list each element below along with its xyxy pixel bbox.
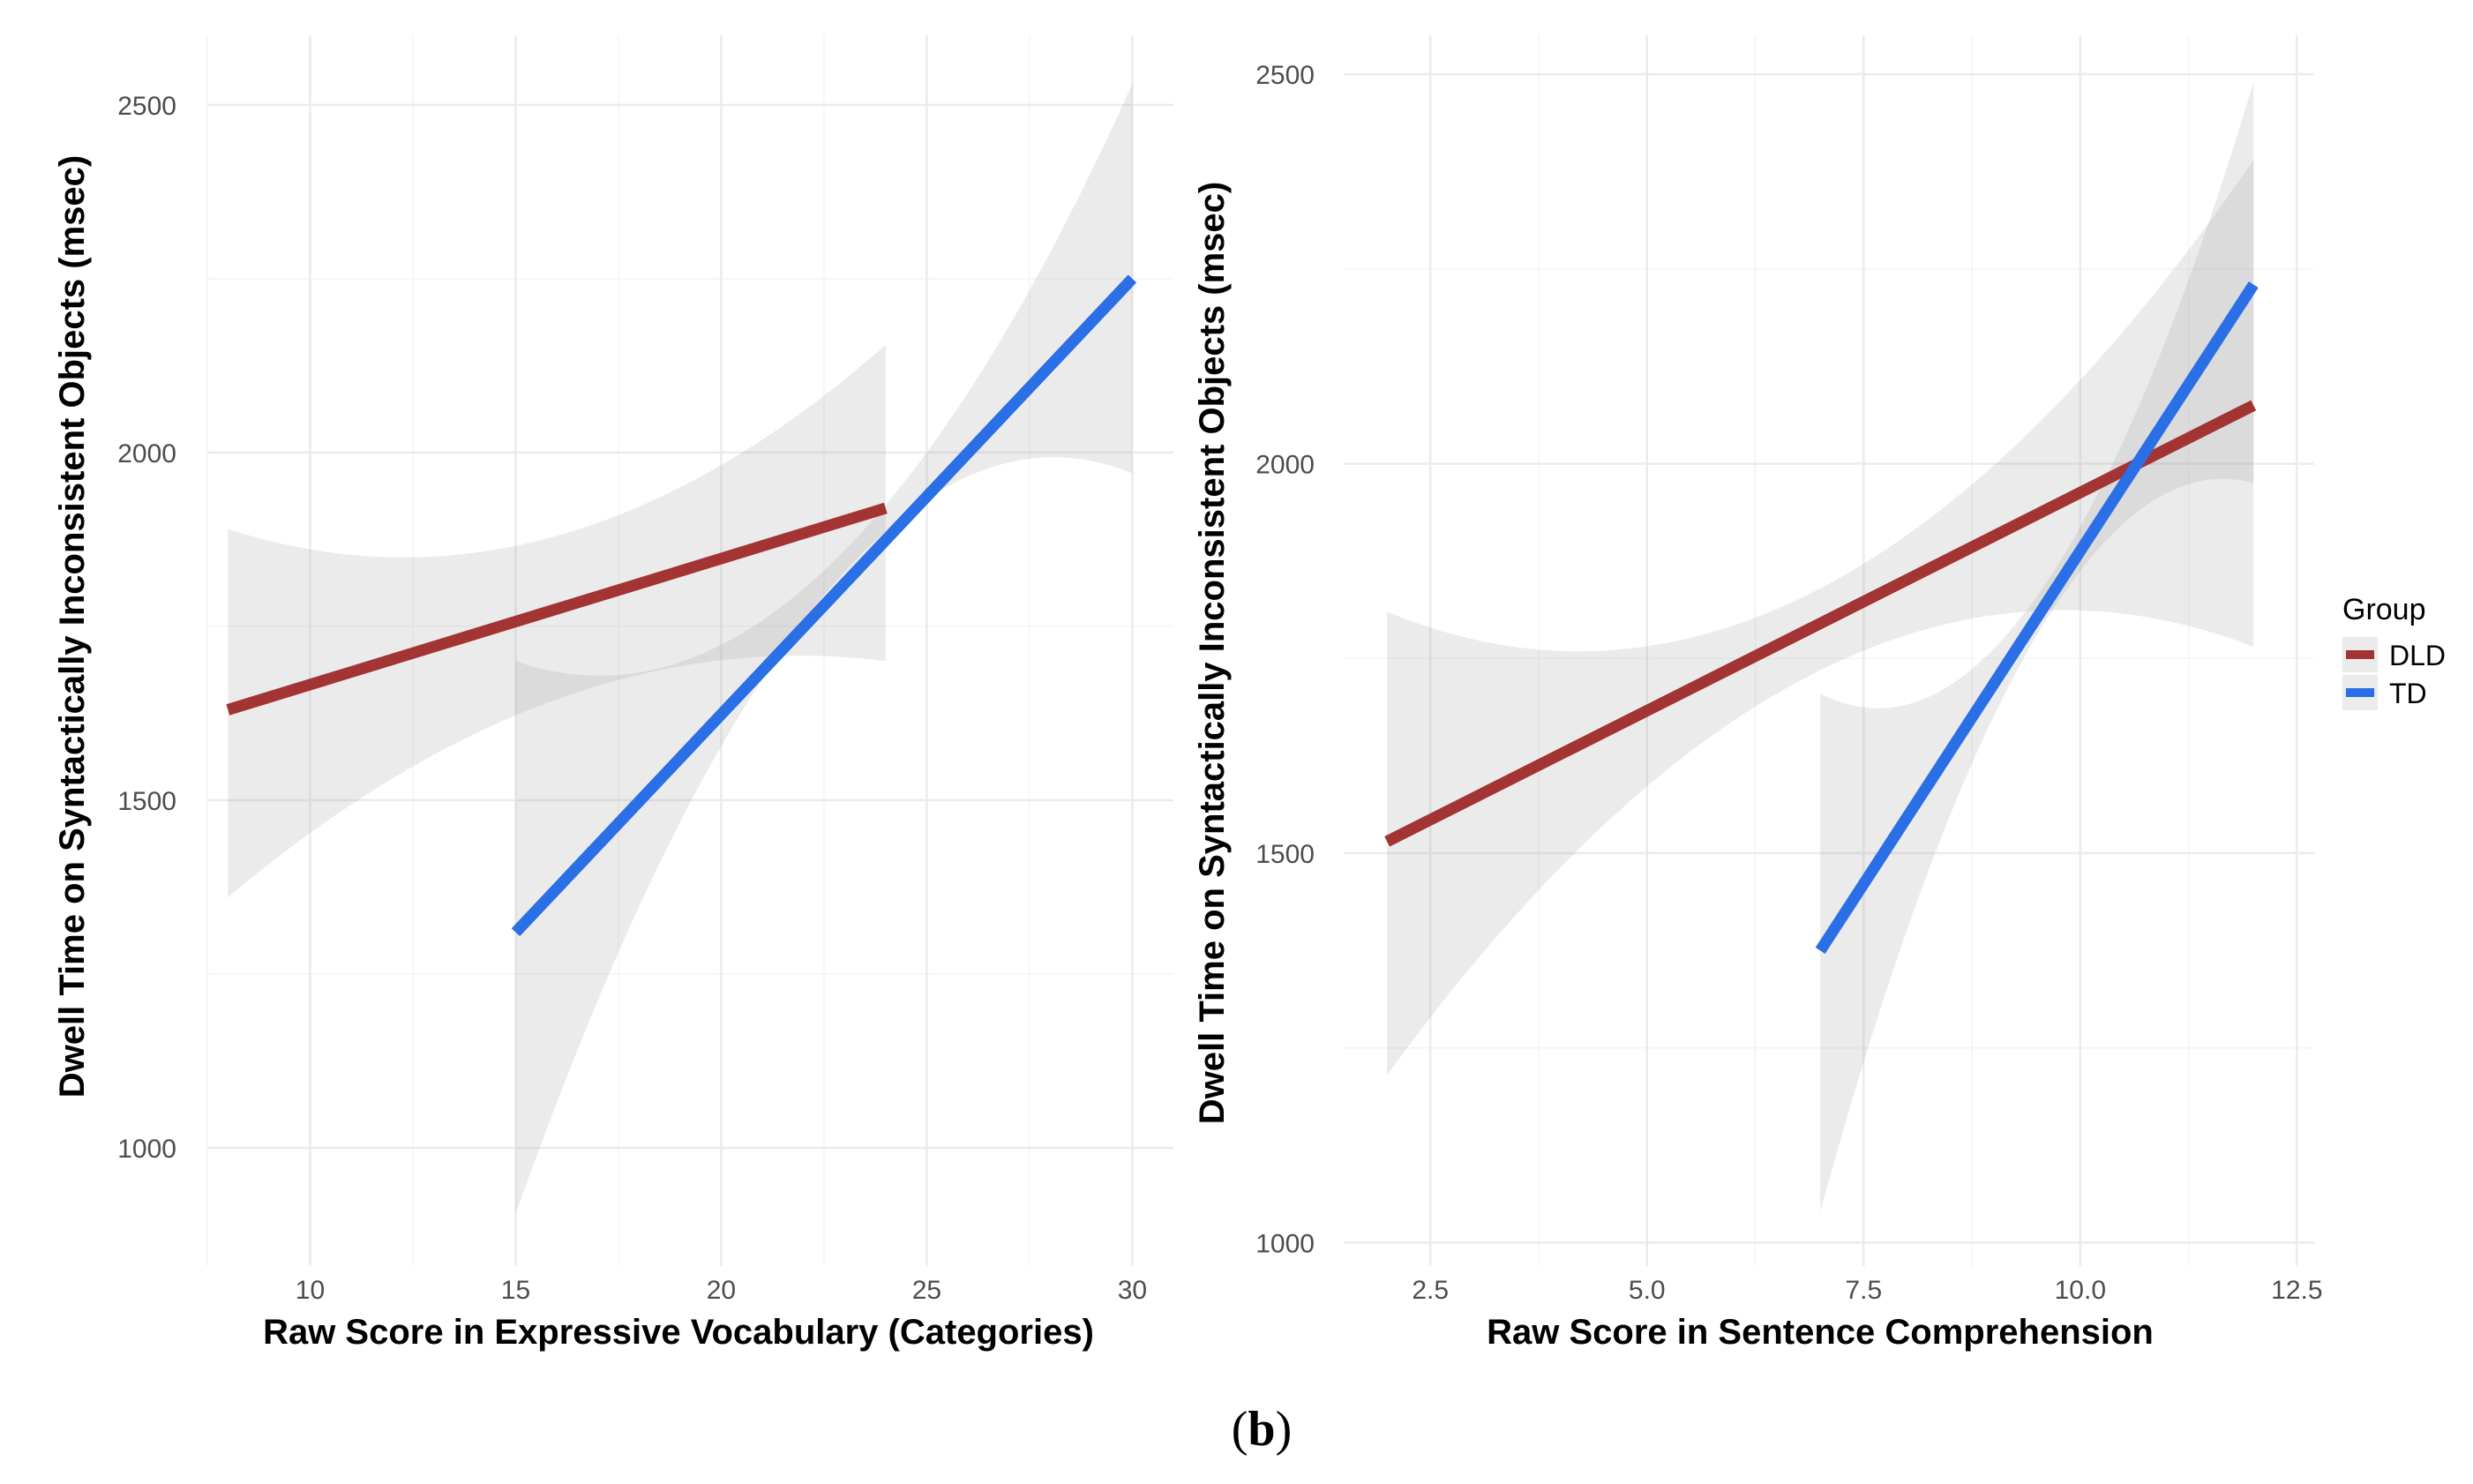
left-y-axis-title: Dwell Time on Syntactically Inconsistent… [53, 155, 92, 1098]
legend-label-dld: DLD [2389, 640, 2446, 671]
right-panel-x-ticks: 2.5 5.0 7.5 10.0 12.5 [1412, 1276, 2322, 1305]
left-panel-y-ticks: 1000 1500 2000 2500 [117, 92, 176, 1164]
x-tick-label: 7.5 [1845, 1276, 1882, 1305]
line-td [511, 274, 1137, 937]
x-tick-label: 10.0 [2055, 1276, 2106, 1305]
y-tick-label: 1000 [117, 1135, 176, 1164]
right-panel-ribbons [1387, 81, 2254, 1212]
ribbon-dld [228, 344, 886, 898]
line-dld [1384, 400, 2257, 847]
right-panel: 2.5 5.0 7.5 10.0 12.5 1000 1500 2000 2500 Raw S… [1193, 35, 2323, 1352]
right-panel-lines [1384, 281, 2259, 954]
x-tick-label: 20 [707, 1276, 736, 1305]
x-tick-label: 30 [1118, 1276, 1147, 1305]
x-tick-label: 25 [912, 1276, 941, 1305]
caption: (b) [1232, 1402, 1292, 1457]
y-tick-label: 2500 [1255, 61, 1315, 90]
caption-label: b [1248, 1402, 1275, 1457]
left-panel-grid [206, 35, 1173, 1266]
caption-open: ( [1232, 1402, 1248, 1457]
left-panel: 10 15 20 25 30 1000 1500 2000 2500 Raw Score in… [53, 35, 1173, 1352]
y-tick-label: 2000 [1255, 451, 1315, 480]
legend-title: Group [2342, 593, 2426, 626]
legend: Group DLD TD [2342, 593, 2446, 710]
left-panel-lines [226, 274, 1137, 937]
x-tick-label: 12.5 [2271, 1276, 2322, 1305]
legend-label-td: TD [2389, 678, 2427, 709]
y-tick-label: 1500 [1255, 840, 1315, 869]
y-tick-label: 2000 [117, 439, 176, 468]
y-tick-label: 1000 [1255, 1230, 1315, 1259]
y-tick-label: 1500 [117, 787, 176, 816]
x-tick-label: 10 [296, 1276, 325, 1305]
line-td [1815, 281, 2259, 954]
line-dld [226, 502, 888, 716]
right-panel-y-ticks: 1000 1500 2000 2500 [1255, 61, 1315, 1258]
right-panel-grid [1344, 35, 2314, 1266]
caption-close: ) [1276, 1402, 1293, 1457]
x-tick-label: 15 [501, 1276, 530, 1305]
left-panel-x-ticks: 10 15 20 25 30 [296, 1276, 1147, 1305]
right-x-axis-title: Raw Score in Sentence Comprehension [1487, 1313, 2154, 1352]
left-panel-ribbons [228, 84, 1133, 1214]
right-y-axis-title: Dwell Time on Syntactically Inconsistent… [1193, 182, 1232, 1124]
x-tick-label: 5.0 [1629, 1276, 1666, 1305]
x-tick-label: 2.5 [1412, 1276, 1449, 1305]
left-x-axis-title: Raw Score in Expressive Vocabulary (Cate… [263, 1313, 1094, 1352]
y-tick-label: 2500 [117, 92, 176, 121]
